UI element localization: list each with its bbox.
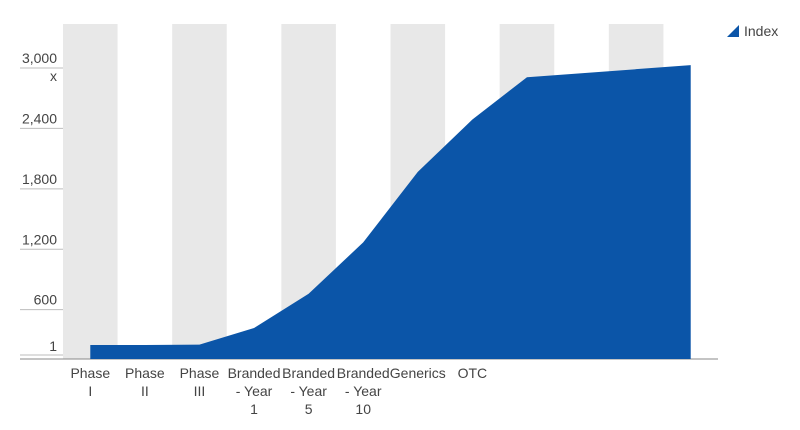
x-tick-label: Branded - Year 1	[228, 365, 281, 417]
series-area	[90, 65, 691, 359]
y-tick-label: 1,200	[22, 231, 57, 247]
y-unit-label: x	[50, 68, 57, 84]
x-tick-label: Branded - Year 10	[337, 365, 390, 417]
column-band	[63, 24, 118, 359]
y-tick-label: 1,800	[22, 171, 57, 187]
series-area-index	[90, 65, 691, 359]
legend-label-index: Index	[744, 23, 778, 39]
y-tick-label: 600	[34, 292, 58, 308]
x-tick-label: Phase I	[70, 365, 110, 399]
y-tick-label: 3,000	[22, 50, 57, 66]
x-tick-label: OTC	[458, 365, 488, 381]
x-tick-label: Phase III	[180, 365, 220, 399]
y-tick-label: 1	[49, 338, 57, 354]
legend-swatch-index	[727, 25, 739, 37]
x-tick-label: Generics	[390, 365, 446, 381]
x-tick-label: Phase II	[125, 365, 165, 399]
legend: Index	[727, 23, 778, 39]
column-band	[172, 24, 227, 359]
y-axis: 1 600 1,200 1,800 2,400 3,000 x	[22, 50, 57, 354]
y-tick-label: 2,400	[22, 110, 57, 126]
x-tick-label: Branded - Year 5	[282, 365, 335, 417]
